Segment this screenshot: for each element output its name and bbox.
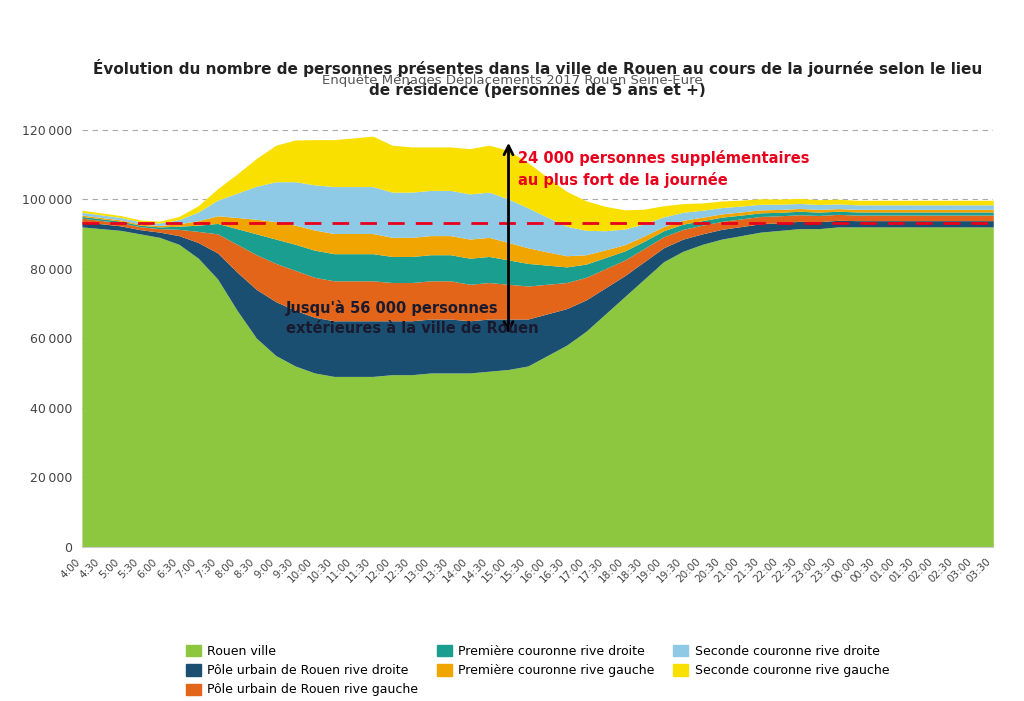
Title: Évolution du nombre de personnes présentes dans la ville de Rouen au cours de la: Évolution du nombre de personnes présent… <box>93 60 982 99</box>
Text: Enquête Ménages Déplacements 2017 Rouen Seine-Eure: Enquête Ménages Déplacements 2017 Rouen … <box>322 74 702 87</box>
Legend: Rouen ville, Pôle urbain de Rouen rive droite, Pôle urbain de Rouen rive gauche,: Rouen ville, Pôle urbain de Rouen rive d… <box>181 640 894 701</box>
Text: 24 000 personnes supplémentaires
au plus fort de la journée: 24 000 personnes supplémentaires au plus… <box>518 151 810 188</box>
Text: Jusqu'à 56 000 personnes
extérieures à la ville de Rouen: Jusqu'à 56 000 personnes extérieures à l… <box>286 300 539 336</box>
